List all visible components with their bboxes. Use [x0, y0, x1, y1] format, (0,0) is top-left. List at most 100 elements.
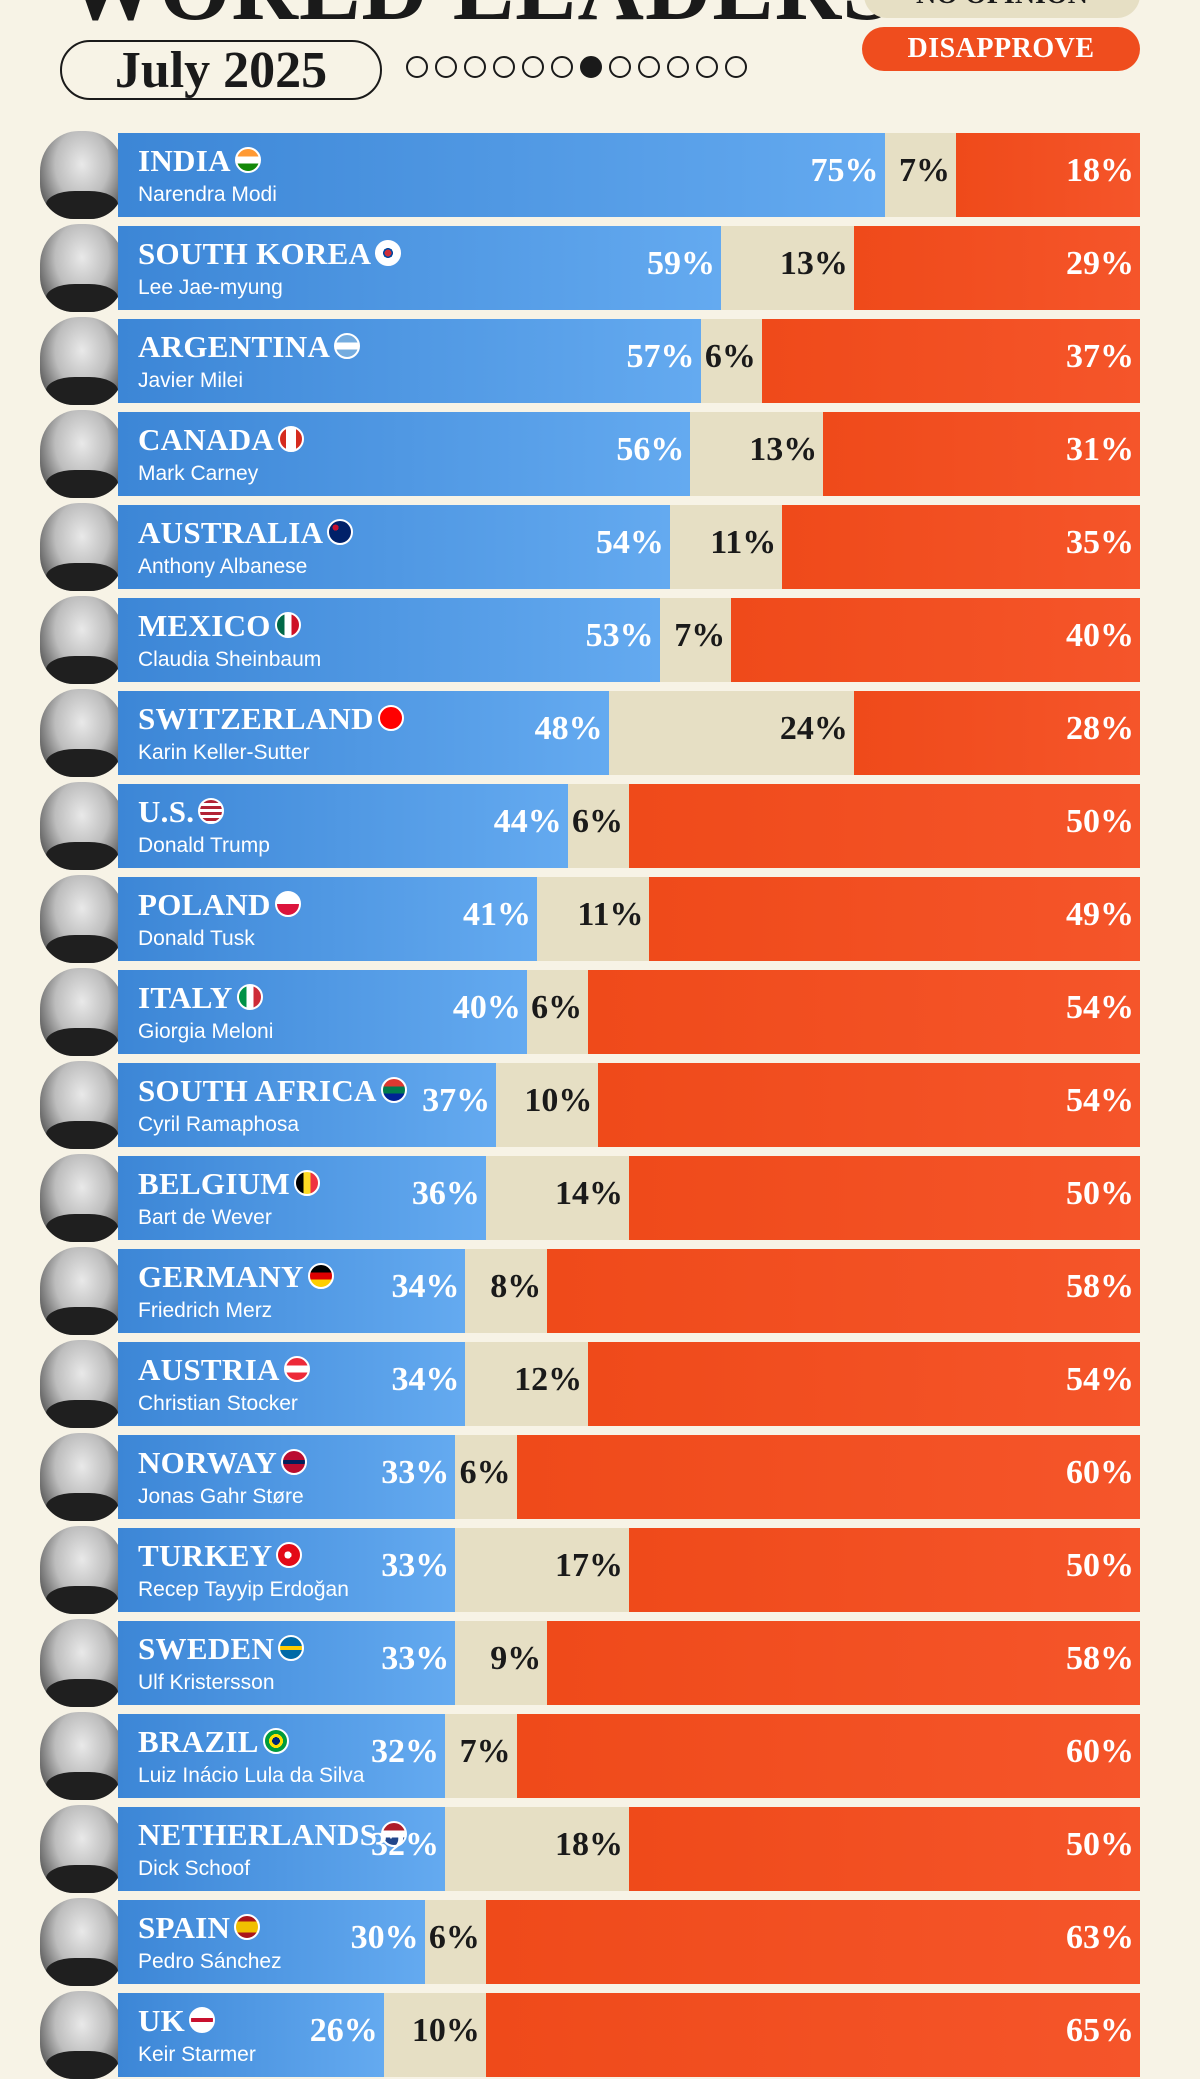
country-name: GERMANY	[138, 1259, 304, 1294]
page-dot-9[interactable]	[638, 56, 660, 78]
bar-no-opinion	[526, 970, 589, 1054]
country-name: BRAZIL	[138, 1724, 259, 1759]
value-no-opinion: 17%	[555, 1547, 623, 1584]
leader-name: Friedrich Merz	[138, 1299, 273, 1322]
bar-row-austria: AUSTRIA Christian Stocker 34% 12% 54%	[118, 1342, 1140, 1426]
leader-name: Ulf Kristersson	[138, 1671, 275, 1694]
page-dot-1[interactable]	[406, 56, 428, 78]
country-label: INDIA	[138, 143, 261, 179]
leader-name: Keir Starmer	[138, 2043, 256, 2066]
bar-no-opinion	[465, 1249, 548, 1333]
value-disapprove: 50%	[1066, 1547, 1134, 1584]
leader-portrait-sweden	[40, 1619, 124, 1707]
country-name: BELGIUM	[138, 1166, 290, 1201]
value-approve: 41%	[463, 896, 532, 933]
value-disapprove: 54%	[1066, 1361, 1134, 1398]
flag-norway-icon	[281, 1449, 308, 1475]
country-name: SWEDEN	[138, 1631, 275, 1666]
flag-netherlands-icon	[381, 1821, 408, 1847]
bar-no-opinion	[465, 1342, 589, 1426]
value-approve: 32%	[371, 1826, 440, 1863]
leader-portrait-u-s	[40, 782, 124, 870]
page-dot-6[interactable]	[551, 56, 573, 78]
leader-name: Bart de Wever	[138, 1206, 272, 1229]
leader-portrait-germany	[40, 1247, 124, 1335]
country-label: ARGENTINA	[138, 329, 361, 365]
page-dot-8[interactable]	[609, 56, 631, 78]
leader-name: Narendra Modi	[138, 183, 277, 206]
country-name: SPAIN	[138, 1910, 231, 1945]
country-label: ITALY	[138, 980, 263, 1016]
country-label: UK	[138, 2003, 216, 2039]
flag-germany-icon	[307, 1263, 334, 1289]
value-no-opinion: 6%	[531, 989, 583, 1026]
bar-disapprove	[598, 1063, 1140, 1147]
value-no-opinion: 7%	[459, 1733, 511, 1770]
bar-disapprove	[823, 412, 1140, 496]
page-dot-5[interactable]	[522, 56, 544, 78]
leader-portrait-brazil	[40, 1712, 124, 1800]
country-name: NETHERLANDS	[138, 1817, 378, 1852]
country-name: AUSTRIA	[138, 1352, 280, 1387]
value-approve: 56%	[616, 431, 685, 468]
bar-disapprove	[629, 784, 1140, 868]
leader-name: Luiz Inácio Lula da Silva	[138, 1764, 365, 1787]
flag-south-korea-icon	[375, 240, 402, 266]
leader-portrait-netherlands	[40, 1805, 124, 1893]
page-dot-11[interactable]	[696, 56, 718, 78]
leader-name: Recep Tayyip Erdoğan	[138, 1578, 349, 1601]
country-label: SWEDEN	[138, 1631, 305, 1667]
leader-portrait-turkey	[40, 1526, 124, 1614]
value-no-opinion: 14%	[555, 1175, 623, 1212]
country-name: SWITZERLAND	[138, 701, 374, 736]
bar-approve	[118, 319, 701, 403]
flag-turkey-icon	[276, 1542, 303, 1568]
bar-no-opinion	[720, 226, 854, 310]
leader-portrait-india	[40, 131, 124, 219]
country-label: SWITZERLAND	[138, 701, 404, 737]
leader-portrait-canada	[40, 410, 124, 498]
country-label: POLAND	[138, 887, 301, 923]
value-no-opinion: 10%	[524, 1082, 593, 1119]
bar-approve	[118, 412, 691, 496]
bar-row-south-korea: SOUTH KOREA Lee Jae-myung 59% 13% 29%	[118, 226, 1140, 310]
country-name: ITALY	[138, 980, 233, 1015]
flag-australia-icon	[327, 519, 354, 545]
page-title: WORLD LEADERS	[66, 0, 894, 34]
country-label: AUSTRALIA	[138, 515, 354, 551]
value-disapprove: 65%	[1066, 2012, 1134, 2049]
bar-row-uk: UK Keir Starmer 26% 10% 65%	[118, 1993, 1140, 2077]
flag-india-icon	[234, 147, 261, 173]
bar-disapprove	[516, 1714, 1140, 1798]
flag-austria-icon	[283, 1356, 310, 1382]
page-dot-10[interactable]	[667, 56, 689, 78]
date-badge: July 2025	[60, 40, 382, 100]
page-dot-7[interactable]	[580, 56, 602, 78]
country-name: INDIA	[138, 143, 231, 178]
bar-row-poland: POLAND Donald Tusk 41% 11% 49%	[118, 877, 1140, 961]
bar-disapprove	[761, 319, 1140, 403]
country-label: SPAIN	[138, 1910, 261, 1946]
page-dot-2[interactable]	[435, 56, 457, 78]
bar-no-opinion	[884, 133, 957, 217]
country-label: CANADA	[138, 422, 305, 458]
legend-disapprove: DISAPPROVE	[862, 27, 1140, 71]
page-dot-4[interactable]	[493, 56, 515, 78]
country-name: CANADA	[138, 422, 275, 457]
leader-name: Karin Keller-Sutter	[138, 741, 310, 764]
value-no-opinion: 6%	[704, 338, 756, 375]
leader-portrait-mexico	[40, 596, 124, 684]
bar-approve	[118, 970, 527, 1054]
bar-row-argentina: ARGENTINA Javier Milei 57% 6% 37%	[118, 319, 1140, 403]
flag-south-africa-icon	[380, 1077, 407, 1103]
leader-portrait-italy	[40, 968, 124, 1056]
bar-disapprove	[649, 877, 1140, 961]
bar-row-italy: ITALY Giorgia Meloni 40% 6% 54%	[118, 970, 1140, 1054]
page-dot-12[interactable]	[725, 56, 747, 78]
bar-no-opinion	[455, 1528, 629, 1612]
bar-disapprove	[629, 1156, 1140, 1240]
flag-switzerland-icon	[377, 705, 404, 731]
page-dot-3[interactable]	[464, 56, 486, 78]
bar-row-sweden: SWEDEN Ulf Kristersson 33% 9% 58%	[118, 1621, 1140, 1705]
country-label: BELGIUM	[138, 1166, 320, 1202]
